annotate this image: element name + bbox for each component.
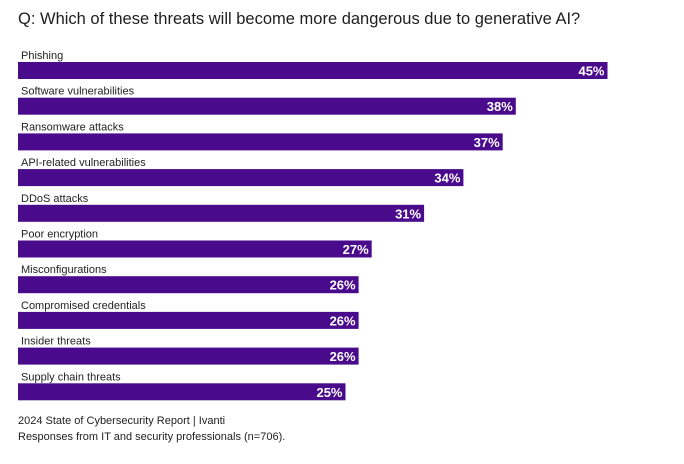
bar-poor-encryption [18,240,372,258]
category-label-poor-encryption: Poor encryption [21,229,98,241]
value-label-ransomware-attacks: 37% [474,135,500,150]
category-label-software-vulnerabilities: Software vulnerabilities [21,86,135,98]
footer-source: 2024 State of Cybersecurity Report | Iva… [18,415,226,427]
category-label-api-related-vulnerabilities: API-related vulnerabilities [21,157,146,169]
value-label-misconfigurations: 26% [330,278,356,293]
bar-ransomware-attacks [18,133,503,151]
footer-note: Responses from IT and security professio… [18,431,286,443]
bar-software-vulnerabilities [18,97,516,115]
value-label-insider-threats: 26% [330,349,356,364]
value-label-phishing: 45% [578,64,604,79]
category-label-phishing: Phishing [21,50,63,62]
value-label-compromised-credentials: 26% [330,313,356,328]
value-label-api-related-vulnerabilities: 34% [434,171,460,186]
category-label-insider-threats: Insider threats [21,336,91,348]
value-label-software-vulnerabilities: 38% [487,99,513,114]
value-label-supply-chain-threats: 25% [316,385,342,400]
category-label-misconfigurations: Misconfigurations [21,264,107,276]
value-label-ddos-attacks: 31% [395,206,421,221]
bars-group: Phishing 45% Software vulnerabilities 38% Ra… [18,50,608,401]
category-label-ransomware-attacks: Ransomware attacks [21,121,124,133]
bar-supply-chain-threats [18,383,346,401]
category-label-ddos-attacks: DDoS attacks [21,193,89,205]
bar-insider-threats [18,347,359,365]
value-label-poor-encryption: 27% [343,242,369,257]
category-label-compromised-credentials: Compromised credentials [21,300,146,312]
bar-ddos-attacks [18,204,425,222]
bar-phishing [18,62,608,79]
bar-compromised-credentials [18,311,359,329]
bar-misconfigurations [18,276,359,294]
category-label-supply-chain-threats: Supply chain threats [21,371,121,383]
chart-title: Q: Which of these threats will become mo… [18,10,581,28]
bar-api-related-vulnerabilities [18,169,464,187]
